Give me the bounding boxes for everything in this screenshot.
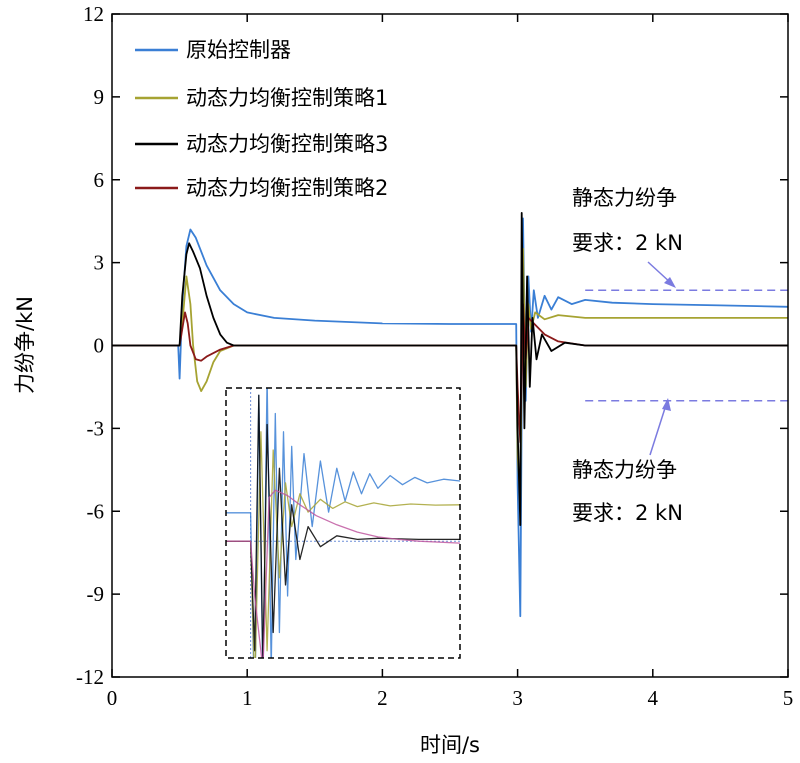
annotation-lower-arrowhead (662, 398, 671, 411)
annotation-upper: 静态力纷争 要求：2 kN (572, 186, 683, 288)
legend-label-1: 动态力均衡控制策略1 (186, 86, 388, 110)
y-axis-label: 力纷争/kN (13, 296, 37, 394)
y-tick-label-3: 3 (94, 251, 105, 275)
legend-label-3: 动态力均衡控制策略2 (186, 176, 388, 200)
inset-series-line-2 (226, 394, 460, 658)
legend-label-0: 原始控制器 (186, 38, 291, 62)
y-tick-label-6: -6 (87, 499, 105, 523)
annotation-lower-line2: 要求：2 kN (572, 501, 683, 525)
y-tick-label-0: 12 (83, 2, 104, 26)
y-tick-label-4: 0 (94, 334, 105, 358)
y-tick-label-1: 9 (94, 85, 105, 109)
series-line-0 (112, 217, 788, 618)
y-tick-label-7: -9 (87, 582, 105, 606)
inset-border (225, 387, 461, 659)
x-axis-label: 时间/s (420, 733, 480, 757)
annotation-upper-line2: 要求：2 kN (572, 231, 683, 255)
annotation-lower: 静态力纷争 要求：2 kN (572, 398, 683, 525)
inset-zoom (225, 387, 461, 659)
x-tick-label-0: 0 (107, 686, 118, 710)
y-tick-label-8: -12 (76, 665, 104, 689)
inset-series-line-3 (226, 489, 460, 658)
inset-series (226, 388, 460, 658)
annotation-upper-line1: 静态力纷争 (572, 186, 677, 210)
legend-label-2: 动态力均衡控制策略3 (186, 132, 388, 156)
y-tick-label-5: -3 (87, 416, 105, 440)
x-tick-label-1: 1 (242, 686, 253, 710)
annotation-lower-line1: 静态力纷争 (572, 458, 677, 482)
x-tick-label-4: 4 (648, 686, 659, 710)
x-tick-label-2: 2 (377, 686, 388, 710)
legend: 原始控制器 动态力均衡控制策略1 动态力均衡控制策略3 动态力均衡控制策略2 (135, 38, 388, 200)
series-line-2 (112, 211, 788, 526)
inset-series-line-1 (226, 431, 460, 658)
series-layer (112, 211, 788, 618)
x-tick-label-3: 3 (512, 686, 523, 710)
y-tick-label-2: 6 (94, 168, 105, 192)
reference-lines (585, 289, 788, 402)
annotation-upper-arrowhead (664, 277, 676, 288)
annotation-lower-arrow (649, 404, 667, 456)
x-tick-label-5: 5 (783, 686, 794, 710)
